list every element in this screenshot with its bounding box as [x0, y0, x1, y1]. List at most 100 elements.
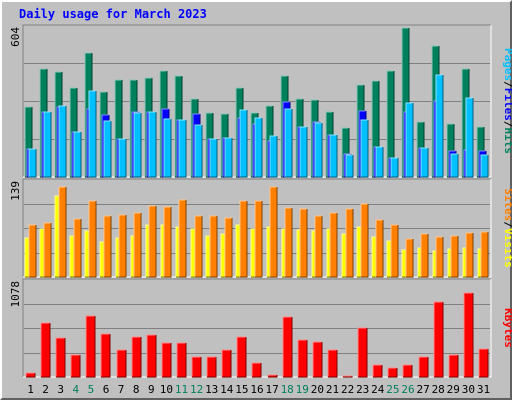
pages-bar-day-12	[194, 124, 203, 178]
pages-bar-day-30-shadow	[466, 98, 474, 178]
sites-bar-day-31-highlight	[480, 231, 488, 277]
kbytes-bar-day-27-fill	[419, 357, 428, 377]
kbytes-bar-day-10-highlight	[161, 342, 171, 377]
sites-bar-day-11-highlight	[178, 199, 186, 277]
sites-bar-day-26-fill	[406, 239, 413, 277]
kbytes-bar-day-6-highlight	[100, 333, 110, 377]
kbytes-bar-day-25	[387, 367, 398, 378]
pages-bar-day-6	[103, 120, 112, 178]
pages-bar-day-13	[209, 138, 218, 178]
files-bar-day-10-highlight	[161, 108, 169, 177]
kbytes-bar-day-19-highlight	[297, 339, 307, 377]
pages-bar-day-4-shadow	[74, 132, 82, 178]
hits-bar-day-16-highlight	[250, 112, 258, 177]
kbytes-bar-day-15-fill	[237, 337, 246, 377]
pages-bar-day-22-highlight	[345, 154, 353, 177]
pages-bar-day-31-shadow	[481, 155, 489, 178]
sites-bar-day-7-fill	[119, 215, 126, 277]
kbytes-bar-day-6-shadow	[101, 334, 111, 378]
kbytes-bar-day-20	[312, 341, 323, 378]
sites-legend-visits: Visits	[502, 228, 512, 268]
pages-bar-day-31	[480, 154, 489, 178]
kbytes-bar-day-31	[478, 348, 489, 378]
day-label-28: 28	[432, 383, 445, 396]
sites-bar-day-15-fill	[240, 201, 247, 277]
sites-bar-day-31	[480, 231, 489, 278]
sites-legend-separator: /	[502, 221, 512, 228]
sites-bar-day-29	[450, 235, 459, 278]
pages-bar-day-23-fill	[361, 120, 368, 177]
kbytes-bar-day-18-highlight	[282, 316, 292, 377]
hits-bar-day-9-highlight	[144, 77, 152, 177]
kbytes-bar-day-7-highlight	[116, 349, 126, 377]
sites-bar-day-10	[163, 206, 172, 278]
pages-bar-day-23-shadow	[361, 120, 369, 178]
hits-bar-day-26-highlight	[401, 27, 409, 177]
sites-bar-day-11-fill	[179, 200, 186, 277]
pages-bar-day-20-fill	[315, 123, 322, 177]
sites-bar-day-31-shadow	[481, 232, 489, 278]
kbytes-bar-day-8-shadow	[132, 337, 142, 378]
hits-bar-day-24-fill	[372, 81, 379, 177]
hits-bar-day-19-highlight	[295, 98, 303, 177]
sites-bar-day-1	[28, 224, 37, 278]
sites-bar-day-13	[209, 215, 218, 278]
pages-bar-day-14	[224, 137, 233, 178]
kbytes-bar-day-5-highlight	[85, 315, 95, 377]
pages-bar-day-21	[329, 134, 338, 178]
hits-bar-day-5-highlight	[84, 52, 92, 177]
pages-bar-day-15	[239, 109, 248, 178]
kbytes-bar-day-12-fill	[192, 357, 201, 377]
kbytes-bar-day-11-shadow	[177, 343, 187, 378]
kbytes-bar-day-28-highlight	[433, 301, 443, 377]
pages-bar-day-10-shadow	[164, 119, 172, 178]
pages-bar-day-8	[133, 112, 142, 178]
hits-legend-hits: Hits	[502, 128, 512, 155]
day-label-7: 7	[118, 383, 125, 396]
pages-bar-day-14-fill	[225, 138, 232, 177]
pages-bar-day-26-highlight	[405, 102, 413, 177]
kbytes-bar-day-12	[191, 356, 202, 378]
pages-bar-day-15-highlight	[239, 109, 247, 177]
sites-bar-day-28-highlight	[435, 236, 443, 277]
kbytes-bar-day-9-highlight	[146, 334, 156, 377]
hits-bar-day-29-highlight	[446, 123, 454, 177]
day-label-2: 2	[42, 383, 49, 396]
sites-bar-day-24-shadow	[376, 220, 384, 278]
pages-bar-day-1-fill	[29, 149, 36, 177]
kbytes-bar-day-18	[282, 316, 293, 378]
sites-max-label: 139	[9, 181, 22, 201]
kbytes-bar-day-20-highlight	[312, 341, 322, 377]
kbytes-bar-day-24	[372, 364, 383, 378]
pages-bar-day-14-shadow	[225, 138, 233, 178]
sites-bar-day-19	[299, 208, 308, 278]
day-label-19: 19	[296, 383, 309, 396]
sites-bar-day-27-highlight	[420, 233, 428, 277]
sites-bar-day-16-highlight	[254, 200, 262, 277]
pages-bar-day-8-fill	[134, 113, 141, 177]
pages-bar-day-9-shadow	[149, 112, 157, 178]
kbytes-bar-day-16-fill	[252, 363, 261, 377]
kbytes-bar-day-14	[221, 349, 232, 378]
kbytes-bar-day-11-highlight	[176, 342, 186, 377]
pages-bar-day-6-shadow	[104, 121, 112, 178]
kbytes-bar-day-17	[267, 374, 278, 378]
pages-bar-day-26-fill	[406, 103, 413, 177]
kbytes-bar-day-16-highlight	[251, 362, 261, 377]
pages-bar-day-25-shadow	[391, 158, 399, 178]
sites-bar-day-31-fill	[481, 232, 488, 277]
kbytes-bar-day-24-fill	[373, 365, 382, 377]
sites-bar-day-17-fill	[270, 187, 277, 277]
kbytes-bar-day-30-highlight	[463, 292, 473, 377]
kbytes-bar-day-23-shadow	[358, 328, 368, 378]
pages-bar-day-18-fill	[285, 109, 292, 177]
pages-bar-day-8-shadow	[134, 113, 142, 178]
pages-bar-day-7-highlight	[118, 138, 126, 177]
kbytes-bar-day-31-fill	[479, 349, 488, 377]
sites-bar-day-21	[329, 212, 338, 278]
kbytes-bar-day-6-fill	[101, 334, 110, 377]
sites-bar-day-2	[43, 222, 52, 278]
hits-legend: Pages/Files/Hits	[502, 48, 512, 154]
sites-bar-day-20-fill	[315, 216, 322, 277]
